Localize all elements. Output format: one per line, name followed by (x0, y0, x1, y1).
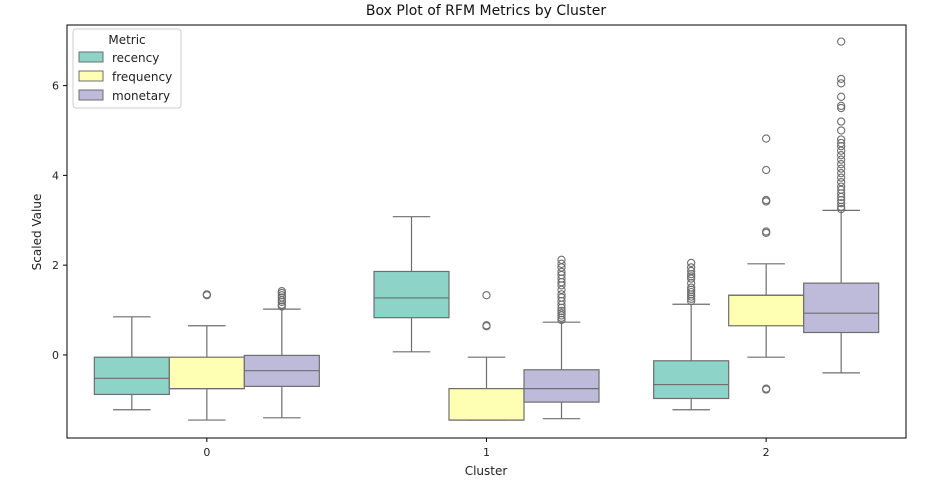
outlier-point (837, 135, 846, 144)
outlier-point (557, 259, 566, 268)
outlier-point (837, 177, 846, 187)
outlier-point (687, 266, 696, 276)
box-monetary-cluster-1 (523, 255, 600, 420)
chart-title: Box Plot of RFM Metrics by Cluster (366, 3, 606, 19)
y-tick-label: 4 (52, 169, 59, 182)
box-recency-cluster-2 (653, 258, 730, 411)
box-iqr (168, 356, 245, 390)
outlier-point (837, 101, 846, 110)
outlier-point (762, 227, 771, 236)
box-iqr (93, 356, 170, 396)
outlier-point (837, 74, 846, 84)
plot-area: 0 2 4 6 0 1 2 (52, 24, 907, 459)
outlier-point (837, 151, 846, 160)
outlier-point (837, 79, 846, 88)
box-iqr (373, 270, 450, 319)
outlier-point (557, 290, 566, 299)
legend-swatch-frequency (78, 70, 104, 82)
outlier-point (837, 126, 846, 135)
x-tick-label: 1 (483, 446, 490, 459)
outlier-point (482, 321, 491, 330)
box-iqr (448, 388, 525, 421)
outlier-point (687, 258, 696, 268)
outlier-point (557, 267, 566, 277)
y-tick-label: 0 (52, 349, 59, 362)
x-axis-label: Cluster (465, 464, 508, 478)
legend-swatch-recency (78, 51, 104, 63)
outlier-point (202, 290, 211, 299)
legend-label-frequency: frequency (112, 70, 172, 84)
x-tick-label: 0 (203, 446, 210, 459)
outlier-point (762, 165, 771, 175)
outlier-point (837, 168, 846, 178)
outlier-point (837, 155, 846, 164)
box-monetary-cluster-0 (243, 287, 320, 419)
outlier-point (557, 255, 566, 264)
outlier-point (687, 283, 696, 292)
outlier-point (837, 182, 846, 191)
outlier-point (837, 160, 846, 169)
outlier-point (837, 204, 846, 214)
box-frequency-cluster-2 (728, 134, 805, 394)
box-iqr (653, 360, 730, 400)
outlier-point (837, 199, 846, 208)
box-iqr (728, 294, 805, 327)
outlier-point (687, 287, 696, 297)
y-axis-label: Scaled Value (30, 194, 44, 271)
outlier-point (762, 195, 771, 205)
box-frequency-cluster-1 (448, 291, 525, 421)
box-iqr (803, 282, 880, 334)
y-tick-label: 6 (52, 80, 59, 93)
box-recency-cluster-0 (93, 316, 170, 411)
outlier-point (762, 134, 771, 143)
outlier-point (837, 37, 846, 46)
x-tick-label: 2 (763, 446, 770, 459)
outlier-point (837, 117, 846, 126)
box-recency-cluster-1 (373, 216, 450, 353)
box-monetary-cluster-2 (803, 37, 880, 374)
outlier-point (482, 291, 491, 300)
legend-label-recency: recency (112, 51, 159, 65)
legend-frame (72, 28, 182, 109)
outlier-point (277, 287, 286, 296)
legend-label-monetary: monetary (112, 89, 170, 103)
y-tick-label: 2 (52, 259, 59, 272)
box-frequency-cluster-0 (168, 290, 245, 421)
outlier-point (762, 384, 771, 393)
outlier-point (557, 309, 566, 318)
outlier-point (277, 291, 286, 300)
legend-swatch-monetary (78, 89, 104, 101)
outlier-point (837, 103, 846, 113)
legend: Metric recency frequency monetary (72, 28, 182, 109)
outlier-point (837, 173, 846, 182)
outlier-point (277, 293, 286, 302)
outlier-point (837, 164, 846, 173)
outlier-point (687, 263, 696, 272)
outlier-point (837, 138, 846, 148)
legend-title: Metric (108, 33, 145, 47)
outlier-point (557, 306, 566, 316)
outlier-point (837, 92, 846, 101)
box-iqr (523, 369, 600, 403)
outlier-point (687, 272, 696, 281)
